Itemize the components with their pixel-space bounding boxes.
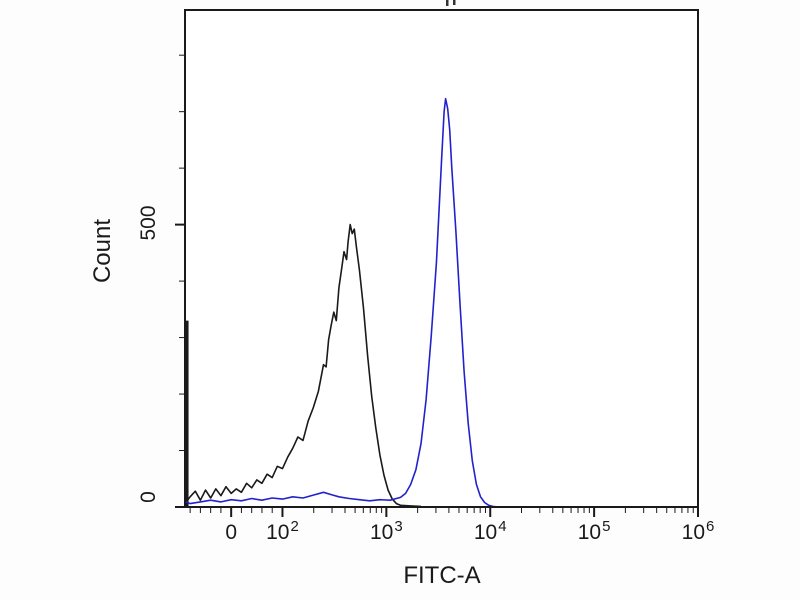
control-histogram-black-edge-spike <box>185 320 189 507</box>
x-tick-label: 102 <box>266 518 299 544</box>
x-tick-label: 106 <box>681 518 715 544</box>
y-tick-label-0: 0 <box>137 491 160 503</box>
y-tick-label-500: 500 <box>137 205 160 241</box>
control-histogram-black <box>185 223 422 507</box>
plot-frame <box>184 9 699 508</box>
x-tick-label: 0 <box>225 521 237 544</box>
x-axis-label: FITC-A <box>403 562 481 589</box>
stained-histogram-blue <box>185 97 498 507</box>
x-tick-label: 104 <box>473 518 507 544</box>
x-tick-label: 105 <box>577 518 611 544</box>
histogram-curves <box>185 97 498 507</box>
x-tick-label: 103 <box>369 518 403 544</box>
cropped-title-fragment <box>446 0 456 6</box>
y-axis-label: Count <box>89 218 116 284</box>
